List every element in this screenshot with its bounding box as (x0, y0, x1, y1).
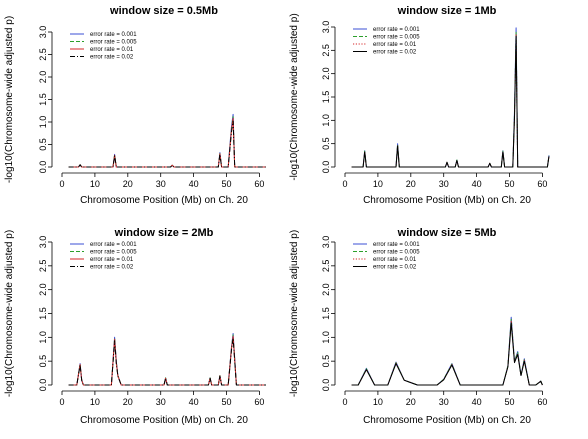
y-tick-label: 0.5 (321, 355, 331, 368)
y-tick-label: 2.5 (321, 260, 331, 273)
y-tick-label: 1.5 (38, 307, 48, 320)
x-tick-label: 10 (373, 179, 383, 189)
y-tick-label: 0.0 (38, 379, 48, 392)
chart-title: window size = 1Mb (397, 5, 497, 17)
x-tick-label: 50 (222, 397, 232, 407)
y-tick-label: 1.5 (321, 307, 331, 320)
x-axis-label: Chromosome Position (Mb) on Ch. 20 (80, 195, 248, 206)
y-tick-label: 2.0 (321, 67, 331, 80)
x-tick-label: 60 (537, 179, 547, 189)
y-axis-label: -log10(Chromosome-wide adjusted p) (4, 230, 15, 397)
y-tick-label: 1.5 (38, 93, 48, 106)
panel-4: window size = 5Mb 0 10 20 30 40 50 60 0.0 0.5 1.0 1… (289, 227, 547, 426)
y-tick-label: 0.0 (321, 161, 331, 174)
series-line-3 (68, 117, 266, 168)
legend-label: error rate = 0.01 (90, 47, 134, 53)
x-tick-label: 0 (342, 397, 347, 407)
x-tick-label: 20 (123, 397, 133, 407)
legend-label: error rate = 0.001 (373, 27, 420, 33)
y-tick-label: 0.0 (321, 379, 331, 392)
x-tick-label: 60 (254, 179, 264, 189)
x-tick-label: 20 (406, 397, 416, 407)
x-tick-label: 40 (189, 397, 199, 407)
y-tick-label: 1.0 (38, 331, 48, 344)
legend-label: error rate = 0.005 (373, 250, 420, 256)
y-tick-label: 3.0 (321, 21, 331, 34)
x-tick-label: 60 (254, 397, 264, 407)
x-axis-label: Chromosome Position (Mb) on Ch. 20 (80, 415, 248, 426)
y-tick-label: 0.5 (38, 355, 48, 368)
x-tick-label: 30 (156, 397, 166, 407)
y-tick-label: 3.0 (38, 26, 48, 39)
series-line-4 (68, 120, 266, 168)
legend-label: error rate = 0.02 (373, 265, 417, 271)
x-axis-label: Chromosome Position (Mb) on Ch. 20 (363, 415, 531, 426)
legend-label: error rate = 0.01 (373, 42, 417, 48)
y-tick-label: 3.0 (321, 236, 331, 249)
legend-label: error rate = 0.01 (373, 257, 417, 263)
x-tick-label: 50 (222, 179, 232, 189)
x-tick-label: 50 (505, 179, 515, 189)
legend-label: error rate = 0.01 (90, 257, 134, 263)
legend-label: error rate = 0.02 (373, 50, 417, 56)
legend-label: error rate = 0.02 (90, 55, 134, 61)
chart-title: window size = 5Mb (397, 227, 497, 239)
y-tick-label: 2.0 (38, 71, 48, 84)
legend-label: error rate = 0.001 (373, 242, 420, 248)
legend-label: error rate = 0.005 (90, 40, 137, 46)
y-tick-label: 0.5 (38, 138, 48, 151)
series-line-4 (351, 322, 543, 386)
y-tick-label: 1.0 (321, 331, 331, 344)
y-tick-label: 1.5 (321, 91, 331, 104)
y-tick-label: 2.5 (38, 48, 48, 61)
y-tick-label: 3.0 (38, 236, 48, 249)
x-axis-label: Chromosome Position (Mb) on Ch. 20 (363, 195, 531, 206)
y-axis-label: -log10(Chromosome-wide adjusted p) (4, 16, 15, 183)
chart-title: window size = 2Mb (114, 227, 214, 239)
y-tick-label: 1.0 (321, 114, 331, 127)
series-line-2 (68, 116, 266, 168)
x-tick-label: 0 (59, 397, 64, 407)
x-tick-label: 40 (472, 179, 482, 189)
series-line-4 (351, 35, 550, 168)
y-tick-label: 2.5 (38, 260, 48, 273)
y-axis-label: -log10(Chromosome-wide adjusted p) (289, 13, 300, 180)
y-tick-label: 0.5 (321, 137, 331, 150)
x-tick-label: 40 (189, 179, 199, 189)
x-tick-label: 30 (156, 179, 166, 189)
x-tick-label: 60 (537, 397, 547, 407)
x-tick-label: 0 (342, 179, 347, 189)
series-line-1 (68, 113, 266, 168)
x-tick-label: 10 (90, 179, 100, 189)
x-tick-label: 50 (505, 397, 515, 407)
legend-label: error rate = 0.005 (373, 35, 420, 41)
legend-label: error rate = 0.001 (90, 32, 137, 38)
legend-label: error rate = 0.02 (90, 265, 134, 271)
x-tick-label: 10 (373, 397, 383, 407)
chart-title: window size = 0.5Mb (109, 5, 218, 17)
x-tick-label: 20 (406, 179, 416, 189)
x-tick-label: 0 (59, 179, 64, 189)
y-tick-label: 2.0 (321, 283, 331, 296)
panel-1: window size = 0.5Mb 0 10 20 30 40 50 60 0.0 0.5 1.… (4, 5, 266, 206)
y-tick-label: 2.0 (38, 283, 48, 296)
legend-label: error rate = 0.005 (90, 250, 137, 256)
legend-label: error rate = 0.001 (90, 242, 137, 248)
x-tick-label: 20 (123, 179, 133, 189)
y-axis-label: -log10(Chromosome-wide adjusted p) (289, 230, 300, 397)
x-tick-label: 40 (472, 397, 482, 407)
panel-3: window size = 2Mb 0 10 20 30 40 50 60 0.0 0.5 1.0 1… (4, 227, 266, 426)
series-line-4 (68, 337, 266, 386)
x-tick-label: 30 (439, 397, 449, 407)
panel-2: window size = 1Mb 0 10 20 30 40 50 60 0.0 0.5 1.0 1… (289, 5, 550, 206)
x-tick-label: 30 (439, 179, 449, 189)
y-tick-label: 1.0 (38, 116, 48, 129)
x-tick-label: 10 (90, 397, 100, 407)
y-tick-label: 0.0 (38, 161, 48, 174)
series-line-3 (68, 335, 266, 386)
y-tick-label: 2.5 (321, 44, 331, 57)
